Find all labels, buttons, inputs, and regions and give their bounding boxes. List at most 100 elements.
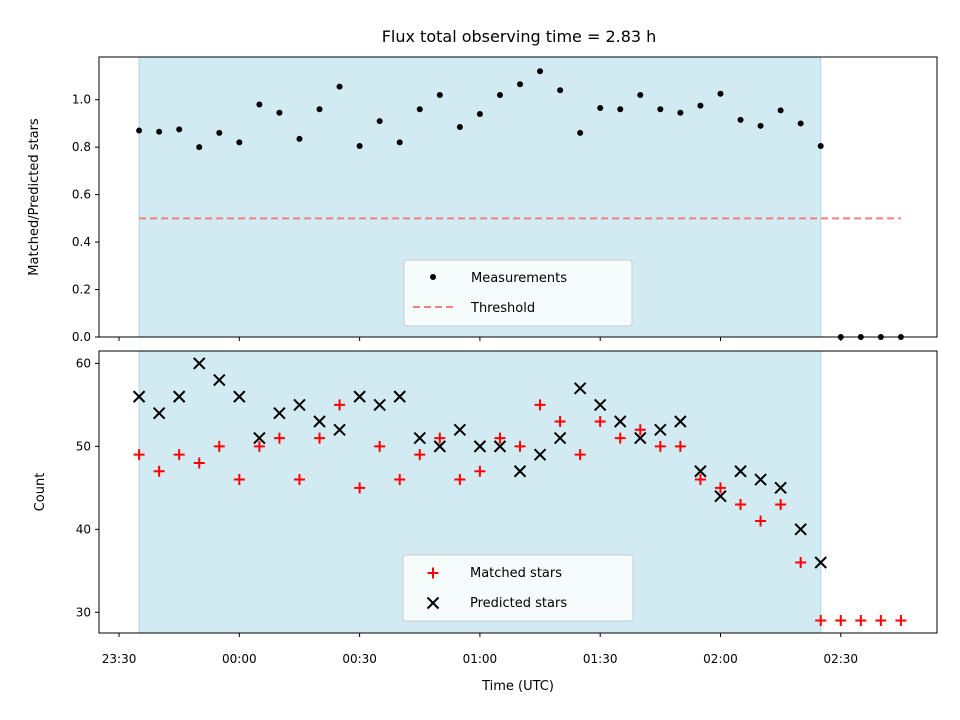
- matched-star-point: [434, 432, 446, 444]
- matched-star-point: [554, 416, 566, 427]
- measurement-point: [396, 139, 403, 146]
- matched-star-point: [614, 432, 626, 444]
- predicted-star-point: [573, 382, 587, 395]
- matched-star-point: [374, 440, 386, 452]
- legend-marker-predicted: [426, 596, 440, 610]
- matched-star-point: [173, 449, 185, 461]
- predicted-star-point: [152, 406, 166, 420]
- predicted-star-point: [654, 423, 667, 437]
- x-tick-label: 00:30: [342, 652, 377, 666]
- predicted-star-point: [674, 415, 687, 428]
- ratio-plot-frame: [98, 56, 938, 338]
- count-plot-frame: [98, 350, 938, 634]
- measurement-point: [597, 105, 604, 112]
- predicted-star-point: [233, 390, 246, 403]
- predicted-star-point: [273, 406, 286, 420]
- matched-star-point: [153, 465, 165, 477]
- matched-star-point: [394, 474, 406, 486]
- y-tick-label: 60: [76, 356, 91, 370]
- predicted-star-point: [213, 373, 226, 387]
- measurement-point: [777, 107, 784, 114]
- matched-star-point: [634, 424, 646, 436]
- measurement-point: [356, 142, 363, 149]
- matched-star-point: [815, 615, 827, 627]
- predicted-star-point: [814, 556, 827, 569]
- measurement-point: [376, 118, 383, 125]
- measurement-point: [717, 90, 724, 97]
- x-tick-label: 01:30: [583, 652, 618, 666]
- legend-plus: [427, 567, 439, 579]
- ratio-legend-box: [403, 259, 633, 327]
- matched-star-point: [755, 515, 767, 527]
- legend-label-measurements: Measurements: [471, 271, 567, 286]
- x-tick-label: 02:30: [823, 652, 858, 666]
- matched-star-point: [694, 474, 706, 486]
- predicted-star-point: [373, 398, 386, 412]
- measurement-point: [336, 83, 343, 90]
- predicted-star-point: [694, 465, 707, 478]
- predicted-star-point: [313, 415, 326, 428]
- predicted-star-point: [333, 423, 346, 437]
- predicted-star-point: [593, 398, 607, 412]
- predicted-star-point: [553, 431, 567, 445]
- matched-star-point: [314, 432, 326, 444]
- predicted-star-point: [734, 465, 747, 478]
- matched-star-point: [414, 449, 426, 461]
- predicted-star-point: [293, 398, 306, 412]
- measurement-point: [476, 110, 483, 117]
- matched-star-point: [654, 440, 666, 452]
- y-tick-label: 0.8: [72, 140, 91, 154]
- matched-star-point: [514, 440, 526, 452]
- predicted-star-point: [493, 440, 507, 453]
- count-legend-box: [402, 554, 634, 622]
- matched-star-point: [193, 457, 205, 469]
- matched-star-point: [253, 440, 265, 452]
- predicted-star-point: [513, 465, 527, 478]
- measurement-point: [136, 127, 143, 134]
- measurement-point: [817, 142, 824, 149]
- legend-cross: [426, 596, 440, 610]
- matched-star-point: [293, 474, 305, 486]
- x-tick-label: 00:00: [222, 652, 257, 666]
- matched-star-point: [474, 465, 486, 477]
- measurement-point: [276, 109, 283, 116]
- x-axis-label: Time (UTC): [481, 679, 554, 694]
- predicted-star-point: [794, 523, 807, 536]
- measurement-point: [456, 124, 463, 130]
- predicted-star-point: [413, 431, 426, 445]
- matched-star-point: [594, 416, 606, 427]
- count-y-axis: 30 40 50 60: [76, 356, 99, 619]
- y-tick-label: 0.6: [72, 188, 91, 202]
- predicted-star-point: [353, 390, 366, 403]
- y-tick-label: 0.2: [72, 283, 91, 297]
- y-tick-label: 40: [76, 522, 91, 536]
- predicted-star-point: [714, 489, 727, 503]
- matched-star-point: [273, 432, 285, 444]
- measurement-point: [677, 109, 684, 116]
- measurement-point: [577, 129, 584, 136]
- measurement-point: [517, 81, 524, 88]
- measurement-point: [697, 102, 704, 109]
- predicted-star-point: [393, 390, 406, 403]
- matched-star-point: [574, 449, 586, 461]
- legend-marker-matched: [427, 567, 439, 579]
- legend-label-threshold: Threshold: [470, 301, 535, 316]
- predicted-star-point: [132, 390, 146, 403]
- count-x-axis: 23:30 00:00 00:30 01:00 01:30 02:00 02:30: [102, 633, 858, 666]
- measurement-point: [537, 68, 544, 75]
- ratio-y-axis-label: Matched/Predicted stars: [27, 118, 42, 276]
- measurement-point: [216, 129, 223, 136]
- legend-label-predicted: Predicted stars: [470, 596, 567, 611]
- predicted-star-point: [253, 431, 266, 445]
- y-tick-label: 0.4: [72, 235, 91, 249]
- predicted-star-point: [193, 357, 206, 370]
- x-tick-label: 01:00: [463, 652, 498, 666]
- matched-star-point: [795, 557, 807, 568]
- matched-star-point: [835, 615, 847, 627]
- predicted-star-point: [433, 440, 447, 453]
- measurement-point: [757, 122, 764, 129]
- count-points: [132, 357, 907, 627]
- legend-marker-measurements: [430, 274, 436, 280]
- predicted-star-point: [172, 390, 186, 403]
